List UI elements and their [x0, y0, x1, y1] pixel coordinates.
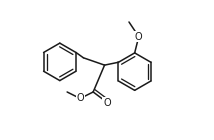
Text: O: O — [103, 98, 111, 108]
Text: O: O — [135, 32, 143, 42]
Text: O: O — [76, 94, 84, 103]
